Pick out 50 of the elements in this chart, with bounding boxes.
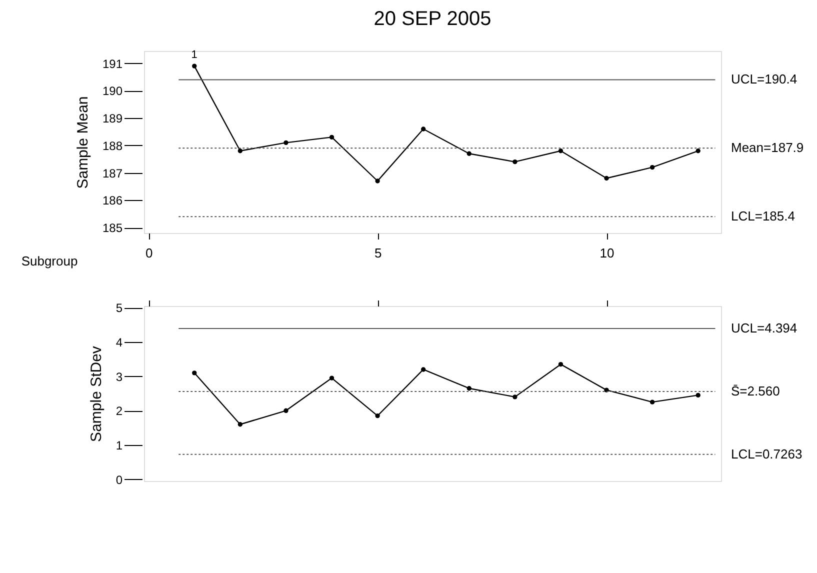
ref-line-label: S̄=2.560 xyxy=(731,383,780,398)
y-tick-label: 188 xyxy=(102,138,123,153)
point xyxy=(512,394,518,400)
point xyxy=(375,178,380,184)
y-axis-title: Sample Mean xyxy=(74,96,92,189)
y-tick-label: 5 xyxy=(116,301,123,316)
ref-line-label: UCL=190.4 xyxy=(731,72,798,87)
chart-title: 20 SEP 2005 xyxy=(374,8,492,30)
point xyxy=(696,148,700,154)
point xyxy=(650,400,655,404)
y-tick-label: 191 xyxy=(102,56,123,71)
y-tick-label: 1 xyxy=(116,438,123,452)
y-tick-label: 186 xyxy=(102,194,123,208)
point xyxy=(192,370,197,376)
y-tick-label: 185 xyxy=(102,221,123,236)
y-tick-label: 189 xyxy=(102,112,123,126)
y-tick-label: 187 xyxy=(102,166,123,180)
point xyxy=(192,64,197,68)
point xyxy=(375,413,380,418)
point xyxy=(466,386,472,391)
point xyxy=(466,151,472,156)
point xyxy=(650,164,655,170)
x-tick-label: 0 xyxy=(145,246,153,260)
y-tick-label: 0 xyxy=(116,472,123,487)
x-tick-label: 10 xyxy=(600,246,614,260)
point xyxy=(284,408,288,413)
point xyxy=(329,134,334,140)
ref-line-label: UCL=4.394 xyxy=(731,320,798,336)
point xyxy=(284,140,288,146)
x-axis-title: Subgroup xyxy=(21,254,78,268)
point xyxy=(238,422,243,427)
annotation: 1 xyxy=(191,49,198,62)
y-tick-label: 3 xyxy=(116,370,123,384)
x-tick-label: 5 xyxy=(374,246,382,260)
ref-line-label: LCL=0.7263 xyxy=(731,446,802,462)
point xyxy=(420,126,426,132)
point xyxy=(329,376,334,380)
point xyxy=(696,392,700,398)
y-axis-title: Sample StDev xyxy=(88,346,105,442)
point xyxy=(420,367,426,372)
point xyxy=(558,148,564,154)
y-tick-label: 2 xyxy=(116,404,123,418)
ref-line-label: Mean=187.9 xyxy=(731,140,804,156)
point xyxy=(604,176,609,181)
y-tick-label: 4 xyxy=(116,336,123,350)
point xyxy=(558,362,564,367)
point xyxy=(238,148,243,154)
ref-line-label: LCL=185.4 xyxy=(731,208,795,224)
y-tick-label: 190 xyxy=(102,84,123,98)
point xyxy=(512,160,518,164)
